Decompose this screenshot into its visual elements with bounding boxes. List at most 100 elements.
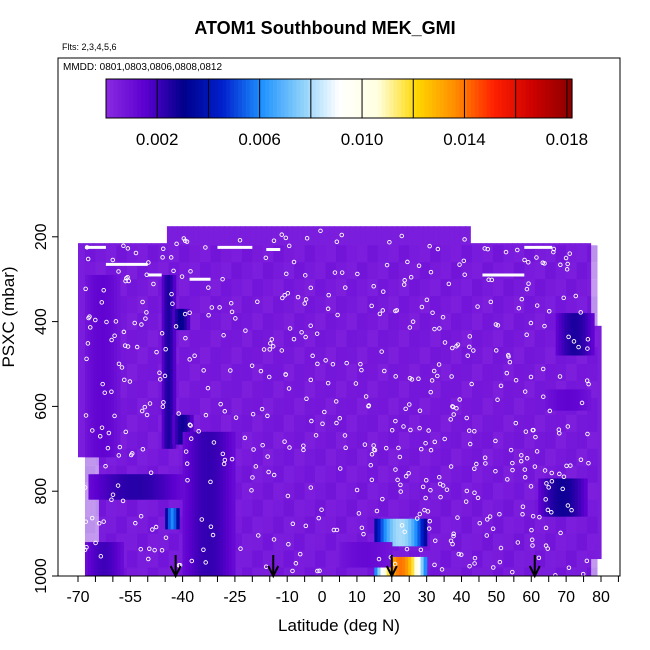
colorbar-swatch [241, 79, 247, 118]
curtain-cell [388, 465, 399, 483]
curtain-cell [356, 279, 368, 297]
curtain-cell [451, 567, 462, 576]
sample-point [261, 347, 267, 352]
curtain-cell [273, 279, 284, 297]
sample-point [536, 555, 542, 561]
enhanced-cell [225, 431, 230, 576]
curtain-column [459, 226, 466, 576]
enhanced-cell [591, 313, 595, 356]
curtain-cell [566, 448, 577, 466]
curtain-cell [95, 245, 106, 263]
curtain-cell [576, 465, 588, 483]
enhanced-cell [553, 478, 558, 517]
curtain-cell [482, 448, 493, 466]
curtain-cell [189, 262, 201, 280]
sample-point [493, 468, 498, 474]
sample-point [414, 516, 420, 521]
colorbar-swatch [494, 79, 499, 118]
enhanced-cell [423, 556, 428, 576]
sample-point [403, 406, 408, 412]
enhanced-cell [140, 474, 144, 500]
sample-point [153, 524, 159, 530]
y-axis-label: PSXC (mbar) [0, 266, 18, 367]
curtain-cell [356, 296, 368, 314]
y-tick-label: 400 [33, 308, 50, 335]
data-curtain [78, 226, 602, 576]
sample-point [381, 289, 386, 294]
sample-point [138, 513, 144, 519]
curtain-cell [471, 380, 483, 398]
enhanced-cell [219, 431, 224, 576]
sample-point [546, 485, 551, 490]
curtain-cell [325, 347, 337, 364]
enhanced-cell [213, 431, 218, 576]
enhanced-cell [348, 542, 353, 568]
colorbar-swatch [133, 79, 138, 118]
sample-point [565, 261, 570, 267]
curtain-cell [116, 245, 127, 263]
curtain-cell [503, 431, 514, 449]
curtain-cell [220, 279, 232, 297]
curtain-cell [126, 533, 138, 551]
colorbar-swatch [234, 79, 239, 118]
curtain-cell [419, 245, 431, 263]
sample-point [529, 527, 534, 533]
sample-point [482, 246, 487, 251]
curtain-cell [336, 567, 347, 576]
curtain-cell [241, 533, 253, 551]
curtain-cell [116, 516, 127, 534]
sample-point [526, 281, 531, 286]
sample-point [467, 563, 472, 569]
curtain-cell [356, 448, 368, 466]
curtain-column [376, 226, 382, 576]
curtain-cell [388, 296, 399, 314]
curtain-cell [471, 482, 483, 500]
curtain-cell [492, 465, 504, 483]
curtain-cell [503, 279, 514, 297]
curtain-cell [137, 567, 148, 576]
curtain-cell [346, 414, 357, 432]
colorbar-swatch [350, 79, 356, 118]
curtain-column [470, 243, 477, 576]
enhanced-cell [93, 542, 98, 576]
curtain-cell [471, 397, 483, 415]
curtain-cell [587, 499, 598, 517]
curtain-cell [440, 397, 452, 415]
enhanced-cell [561, 313, 566, 356]
sample-point [83, 286, 88, 292]
curtain-cell [283, 279, 295, 297]
curtain-cell [262, 414, 274, 432]
sample-point [125, 274, 130, 280]
sample-point [110, 492, 116, 497]
sample-point [530, 543, 535, 548]
enhanced-cell [392, 556, 397, 576]
sample-point [319, 507, 324, 512]
sample-point [148, 470, 154, 476]
curtain-cell [409, 414, 420, 432]
colorbar-swatch [474, 79, 480, 118]
sample-point [465, 353, 471, 358]
sample-point [419, 304, 425, 310]
curtain-column [538, 243, 545, 576]
curtain-cell [273, 567, 284, 576]
curtain-cell [273, 296, 284, 314]
curtain-cell [398, 347, 410, 364]
curtain-cell [283, 330, 295, 348]
curtain-cell [241, 482, 253, 500]
curtain-cell [461, 465, 472, 483]
curtain-cell [430, 482, 441, 500]
colorbar-swatch [490, 79, 495, 118]
sample-point [313, 433, 319, 438]
sample-point [174, 241, 179, 247]
sample-point [537, 514, 542, 520]
sample-point [139, 322, 144, 327]
curtain-cell [325, 330, 337, 348]
curtain-cell [273, 397, 284, 415]
sample-point [144, 310, 149, 315]
curtain-cell [304, 245, 316, 263]
enhanced-cell [134, 474, 138, 500]
curtain-cell [325, 414, 337, 432]
curtain-cell [388, 397, 399, 415]
enhanced-cell [194, 431, 199, 576]
